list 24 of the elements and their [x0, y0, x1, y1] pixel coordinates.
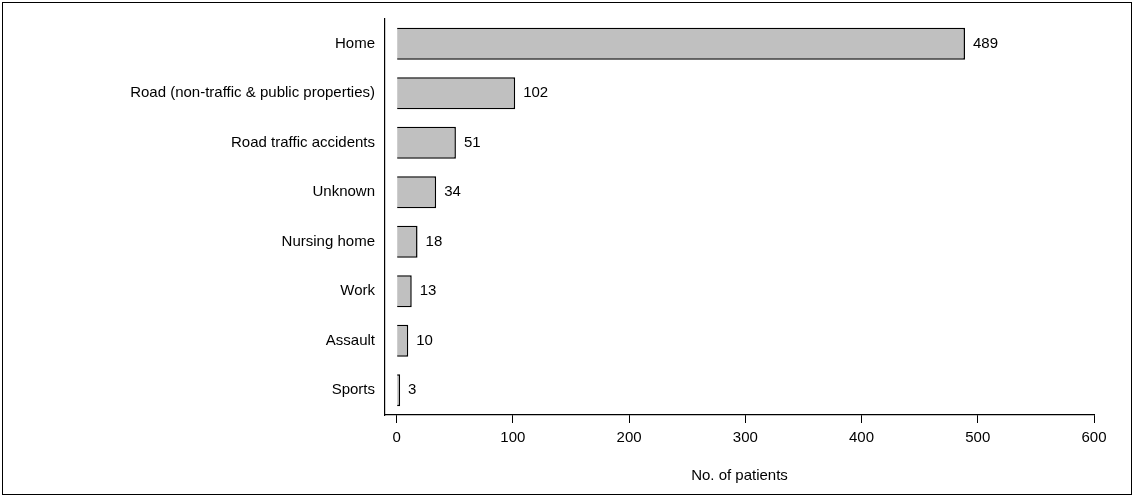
- data-label: 51: [463, 132, 481, 150]
- x-tick-label: 300: [732, 428, 758, 446]
- y-tick-label: Nursing home: [281, 231, 375, 249]
- y-tick-label: Work: [340, 281, 376, 299]
- x-tick-label: 600: [1081, 428, 1107, 446]
- data-label: 18: [425, 231, 443, 249]
- y-tick-label: Road (non-traffic & public properties): [130, 83, 375, 101]
- x-tick-label: 500: [965, 428, 991, 446]
- y-tick-label: Unknown: [312, 182, 375, 200]
- x-axis-title: No. of patients: [691, 466, 788, 484]
- x-tick-label: 200: [616, 428, 642, 446]
- data-label: 13: [419, 281, 437, 299]
- y-tick-label: Home: [334, 33, 375, 51]
- data-label: 3: [408, 380, 417, 398]
- data-label: 34: [444, 182, 461, 200]
- y-tick-label: Road traffic accidents: [231, 132, 375, 150]
- x-tick-label: 0: [392, 428, 401, 446]
- data-label: 10: [416, 330, 433, 348]
- data-label: 102: [523, 83, 549, 101]
- y-tick-label: Sports: [331, 380, 375, 398]
- x-tick-label: 100: [500, 428, 526, 446]
- y-tick-label: Assault: [325, 330, 376, 348]
- data-label: 489: [972, 33, 999, 51]
- x-tick-label: 400: [849, 428, 875, 446]
